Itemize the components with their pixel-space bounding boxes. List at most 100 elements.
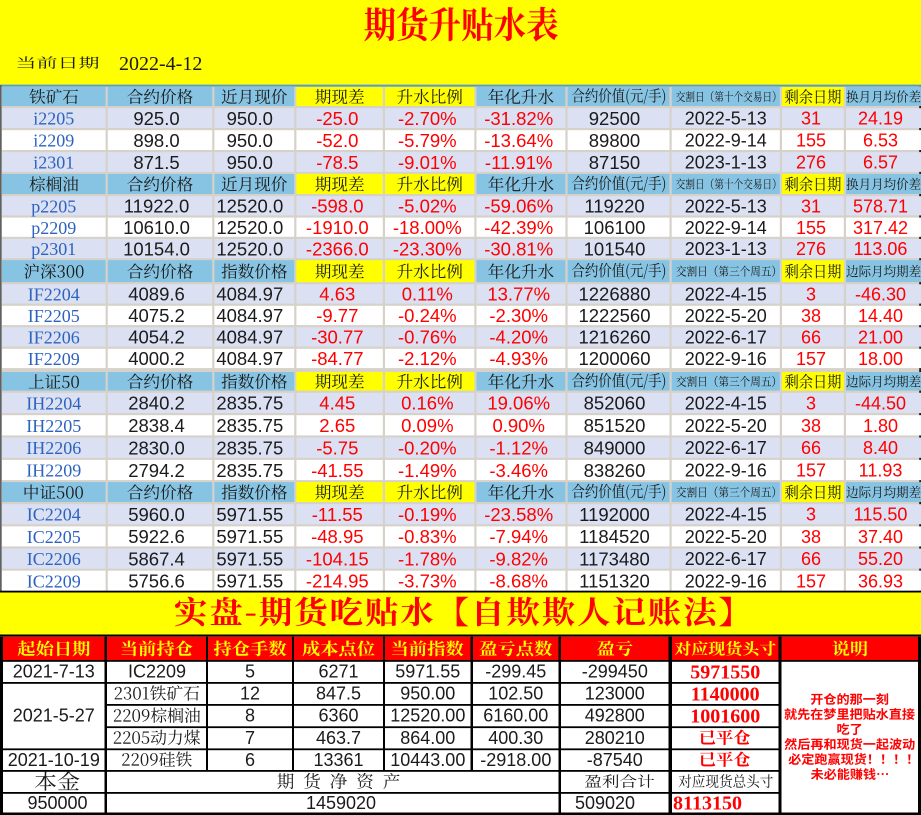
svg-text:871.5: 871.5	[133, 152, 179, 173]
svg-text:898.0: 898.0	[133, 130, 179, 151]
svg-text:155: 155	[796, 218, 826, 238]
svg-text:11.93: 11.93	[859, 461, 903, 481]
svg-text:IC2209: IC2209	[27, 571, 81, 591]
svg-text:-2.12%: -2.12%	[398, 348, 457, 369]
svg-text:3: 3	[806, 505, 816, 525]
svg-text:-9.77: -9.77	[316, 305, 358, 326]
svg-text:-46.30: -46.30	[855, 285, 906, 305]
svg-text:113.06: 113.06	[854, 239, 908, 259]
svg-text:-41.55: -41.55	[311, 460, 363, 481]
svg-text:4.45: 4.45	[319, 393, 355, 414]
svg-text:-0.76%: -0.76%	[398, 327, 457, 348]
svg-text:p2205: p2205	[31, 196, 76, 216]
svg-text:i2209: i2209	[33, 131, 74, 151]
svg-text:31: 31	[801, 196, 821, 216]
svg-text:463.7: 463.7	[316, 728, 361, 748]
svg-text:-11.55: -11.55	[312, 504, 363, 525]
svg-text:2.65: 2.65	[319, 415, 355, 436]
svg-text:2023-1-13: 2023-1-13	[685, 239, 767, 259]
svg-text:2835.75: 2835.75	[216, 415, 283, 436]
svg-text:10154.0: 10154.0	[123, 238, 190, 259]
svg-text:12520.0: 12520.0	[216, 217, 283, 238]
svg-text:5922.6: 5922.6	[128, 526, 185, 547]
svg-text:2022-5-13: 2022-5-13	[685, 196, 767, 216]
svg-text:2021-5-27: 2021-5-27	[13, 706, 95, 726]
svg-text:3: 3	[806, 393, 816, 413]
svg-text:p2301: p2301	[31, 239, 76, 259]
svg-text:-2366.0: -2366.0	[306, 238, 369, 259]
svg-text:-0.83%: -0.83%	[398, 526, 457, 547]
svg-text:2022-4-15: 2022-4-15	[685, 505, 767, 525]
svg-text:276: 276	[796, 153, 826, 173]
svg-text:-5.75: -5.75	[316, 437, 358, 458]
svg-text:1216260: 1216260	[578, 327, 650, 348]
svg-text:4089.6: 4089.6	[128, 284, 185, 305]
svg-text:-2.70%: -2.70%	[398, 108, 457, 129]
svg-text:101540: 101540	[584, 238, 646, 259]
svg-text:-299450: -299450	[582, 662, 648, 682]
svg-text:31: 31	[801, 109, 821, 129]
svg-text:6160.00: 6160.00	[483, 706, 548, 726]
svg-text:10610.0: 10610.0	[123, 217, 190, 238]
svg-text:4075.2: 4075.2	[128, 305, 185, 326]
svg-text:5971.55: 5971.55	[216, 504, 283, 525]
svg-text:IF2209: IF2209	[28, 349, 80, 369]
svg-text:2022-6-17: 2022-6-17	[685, 328, 767, 348]
svg-text:-48.95: -48.95	[311, 526, 363, 547]
svg-text:-5.79%: -5.79%	[398, 130, 457, 151]
svg-text:-214.95: -214.95	[306, 571, 369, 592]
svg-text:6: 6	[245, 750, 255, 770]
svg-text:2022-5-20: 2022-5-20	[685, 306, 767, 326]
svg-text:5971.55: 5971.55	[216, 548, 283, 569]
svg-text:119220: 119220	[584, 196, 644, 217]
svg-text:2022-9-16: 2022-9-16	[685, 571, 767, 591]
svg-text:4054.2: 4054.2	[128, 327, 185, 348]
svg-text:-9.82%: -9.82%	[489, 548, 548, 569]
svg-text:-0.20%: -0.20%	[398, 437, 457, 458]
svg-text:849000: 849000	[584, 437, 646, 458]
svg-text:1200060: 1200060	[578, 348, 650, 369]
svg-text:12520.00: 12520.00	[390, 706, 465, 726]
svg-text:1184520: 1184520	[579, 526, 650, 547]
svg-text:-18.00%: -18.00%	[393, 217, 462, 238]
svg-text:IH2209: IH2209	[26, 461, 81, 481]
svg-text:492800: 492800	[585, 706, 645, 726]
svg-text:2021-10-19: 2021-10-19	[8, 750, 100, 770]
svg-text:2021-7-13: 2021-7-13	[13, 662, 95, 682]
svg-text:6360: 6360	[318, 706, 358, 726]
svg-text:IF2205: IF2205	[28, 306, 80, 326]
svg-text:13361: 13361	[313, 750, 363, 770]
svg-text:10443.00: 10443.00	[390, 750, 465, 770]
svg-text:66: 66	[801, 438, 821, 458]
svg-text:7: 7	[245, 728, 255, 748]
svg-text:38: 38	[801, 306, 821, 326]
svg-text:2022-5-13: 2022-5-13	[685, 109, 767, 129]
svg-text:IC2205: IC2205	[27, 527, 81, 547]
svg-text:19.06%: 19.06%	[487, 393, 550, 414]
svg-text:-11.91%: -11.91%	[485, 152, 553, 173]
svg-text:38: 38	[801, 416, 821, 436]
svg-text:IF2206: IF2206	[28, 328, 80, 348]
svg-text:276: 276	[796, 239, 826, 259]
svg-text:2022-4-12: 2022-4-12	[119, 53, 202, 75]
svg-text:IF2204: IF2204	[28, 285, 80, 305]
svg-text:-2.30%: -2.30%	[489, 305, 548, 326]
svg-text:-0.24%: -0.24%	[398, 305, 457, 326]
svg-text:2022-9-16: 2022-9-16	[685, 349, 767, 369]
svg-text:-4.20%: -4.20%	[489, 327, 548, 348]
svg-text:-30.81%: -30.81%	[484, 238, 553, 259]
svg-text:8113150: 8113150	[673, 793, 742, 815]
svg-text:2022-9-14: 2022-9-14	[685, 131, 767, 151]
svg-text:12: 12	[240, 684, 260, 704]
svg-text:400.30: 400.30	[488, 728, 543, 748]
svg-text:925.0: 925.0	[133, 108, 179, 129]
svg-text:66: 66	[801, 328, 821, 348]
svg-text:155: 155	[796, 131, 826, 151]
svg-text:123000: 123000	[585, 684, 645, 704]
svg-text:1140000: 1140000	[691, 683, 760, 705]
svg-text:-23.30%: -23.30%	[393, 238, 462, 259]
svg-text:2022-6-17: 2022-6-17	[685, 549, 767, 569]
svg-text:157: 157	[796, 461, 826, 481]
svg-text:38: 38	[801, 527, 821, 547]
svg-text:-0.19%: -0.19%	[398, 504, 457, 525]
